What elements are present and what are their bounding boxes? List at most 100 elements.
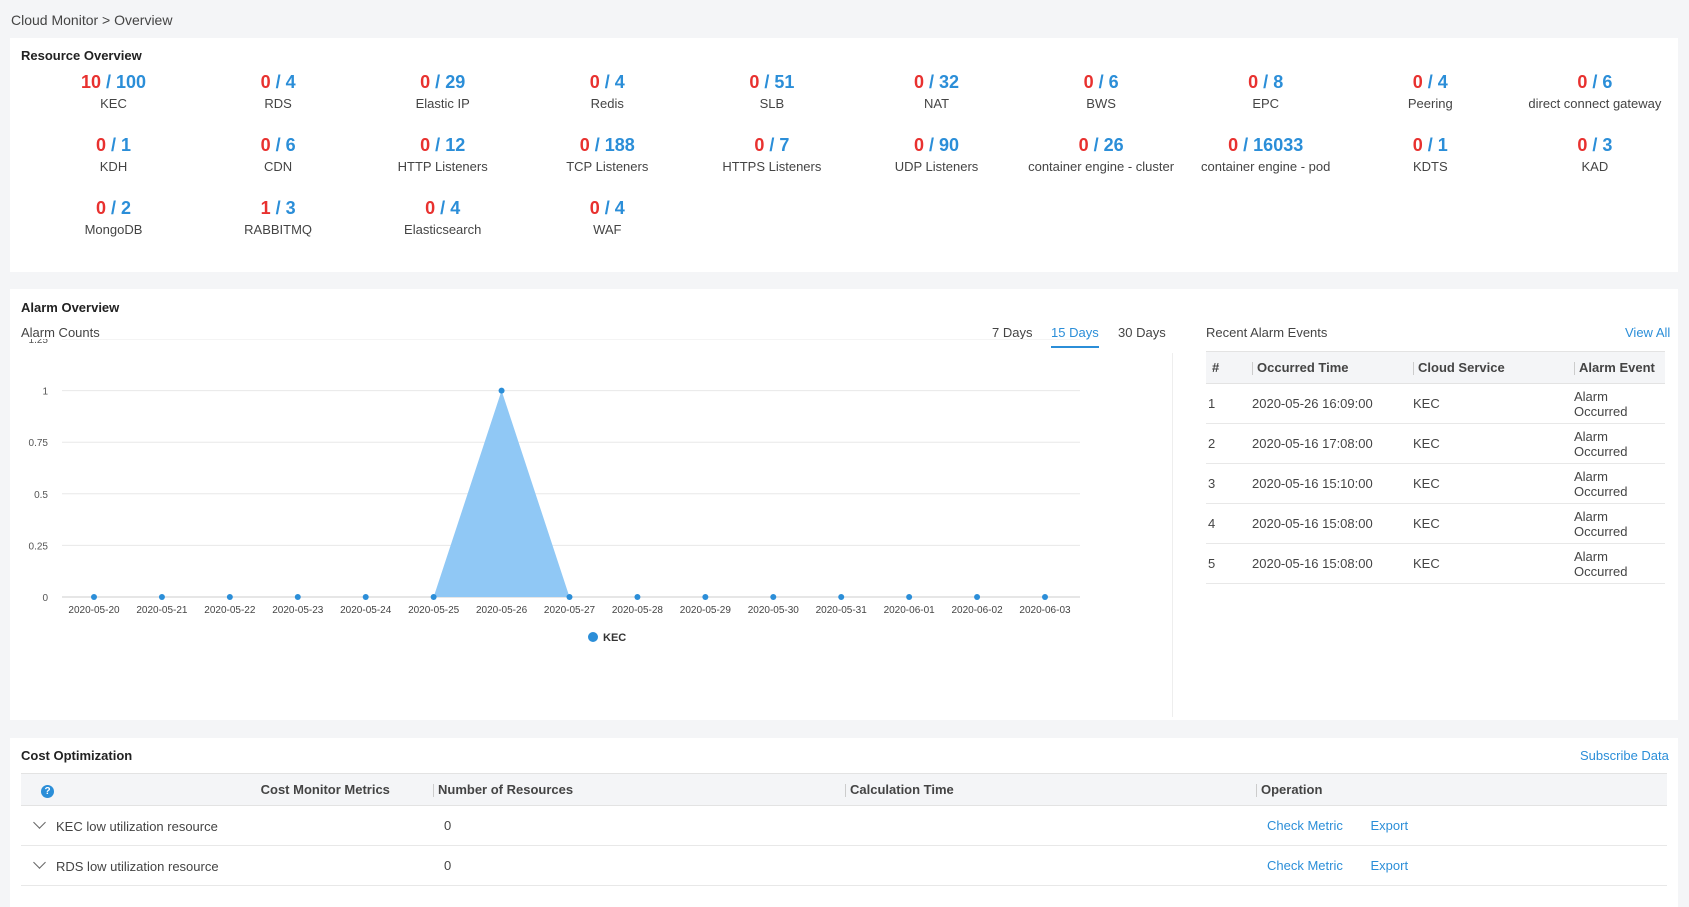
resource-total: 4 bbox=[285, 72, 296, 92]
export-link[interactable]: Export bbox=[1370, 858, 1409, 873]
resource-used: 0 bbox=[420, 72, 431, 92]
chart-divider bbox=[1172, 353, 1173, 717]
resource-name: NAT bbox=[923, 96, 950, 111]
resource-item[interactable]: 0 / 2 MongoDB bbox=[31, 197, 196, 239]
event-type: Alarm Occurred bbox=[1574, 463, 1665, 504]
resource-item[interactable]: 0 / 3 KAD bbox=[1512, 134, 1677, 176]
resource-item[interactable]: 0 / 1 KDH bbox=[31, 134, 196, 176]
chevron-down-icon[interactable] bbox=[33, 815, 46, 829]
tab-30-days[interactable]: 30 Days bbox=[1118, 325, 1166, 340]
resource-count: 0 / 6 bbox=[196, 134, 361, 156]
event-type: Alarm Occurred bbox=[1574, 543, 1665, 584]
data-point bbox=[566, 594, 573, 600]
x-tick-label: 2020-05-30 bbox=[748, 605, 800, 616]
resource-item[interactable]: 0 / 1 KDTS bbox=[1348, 134, 1513, 176]
recent-events-table: # Occurred Time Cloud Service Alarm Even… bbox=[1206, 351, 1665, 584]
resource-item[interactable]: 0 / 6 CDN bbox=[196, 134, 361, 176]
resource-total: 8 bbox=[1273, 72, 1284, 92]
check-metric-link[interactable]: Check Metric bbox=[1267, 818, 1343, 833]
resource-separator: / bbox=[1422, 135, 1438, 155]
x-tick-label: 2020-05-24 bbox=[340, 605, 392, 616]
col-calculation-time: Calculation Time bbox=[845, 773, 1256, 806]
resource-item[interactable]: 0 / 32 NAT bbox=[854, 71, 1019, 113]
resource-name: KDTS bbox=[1412, 159, 1448, 174]
resource-item[interactable]: 0 / 12 HTTP Listeners bbox=[360, 134, 525, 176]
alarm-counts-label: Alarm Counts bbox=[21, 325, 100, 340]
resource-separator: / bbox=[270, 198, 286, 218]
resource-item[interactable]: 0 / 29 Elastic IP bbox=[360, 71, 525, 113]
resource-used: 0 bbox=[425, 198, 436, 218]
tab-15-days[interactable]: 15 Days bbox=[1051, 325, 1099, 348]
resource-used: 0 bbox=[260, 135, 271, 155]
resource-count: 0 / 7 bbox=[689, 134, 854, 156]
resource-count: 0 / 6 bbox=[1512, 71, 1677, 93]
col-alarm-event: Alarm Event bbox=[1574, 351, 1665, 384]
data-point bbox=[974, 594, 981, 600]
resource-item[interactable]: 0 / 51 SLB bbox=[689, 71, 854, 113]
resource-used: 0 bbox=[913, 135, 924, 155]
resource-item[interactable]: 10 / 100 KEC bbox=[31, 71, 196, 113]
tab-7-days[interactable]: 7 Days bbox=[992, 325, 1033, 340]
event-service: KEC bbox=[1413, 503, 1574, 544]
resource-item[interactable]: 0 / 4 Peering bbox=[1348, 71, 1513, 113]
cost-table: ? Cost Monitor Metrics Number of Resourc… bbox=[21, 773, 1667, 886]
event-row[interactable]: 1 2020-05-26 16:09:00 KEC Alarm Occurred bbox=[1206, 383, 1665, 424]
event-no: 3 bbox=[1206, 463, 1252, 504]
event-row[interactable]: 3 2020-05-16 15:10:00 KEC Alarm Occurred bbox=[1206, 463, 1665, 504]
resource-count: 0 / 32 bbox=[854, 71, 1019, 93]
cost-operation-cell: Check Metric Export bbox=[1256, 845, 1667, 886]
resource-total: 6 bbox=[1602, 72, 1613, 92]
resource-used: 1 bbox=[260, 198, 271, 218]
resource-used: 0 bbox=[1078, 135, 1089, 155]
y-tick-label: 0 bbox=[42, 593, 48, 604]
resource-used: 0 bbox=[1412, 135, 1423, 155]
alarm-count-chart: 0 0.25 0.5 0.75 1 1.25 2020-05-20 2020-05-21 202… bbox=[29, 339, 1080, 644]
legend-marker bbox=[588, 632, 598, 642]
resource-item[interactable]: 0 / 8 EPC bbox=[1183, 71, 1348, 113]
resource-count: 0 / 4 bbox=[1348, 71, 1513, 93]
subscribe-data-link[interactable]: Subscribe Data bbox=[1580, 748, 1669, 763]
event-row[interactable]: 5 2020-05-16 15:08:00 KEC Alarm Occurred bbox=[1206, 543, 1665, 584]
help-icon[interactable]: ? bbox=[41, 784, 54, 798]
view-all-link[interactable]: View All bbox=[1625, 325, 1671, 340]
resource-item[interactable]: 0 / 188 TCP Listeners bbox=[525, 134, 690, 176]
check-metric-link[interactable]: Check Metric bbox=[1267, 858, 1343, 873]
resource-total: 3 bbox=[285, 198, 296, 218]
chevron-down-icon[interactable] bbox=[33, 855, 46, 869]
resource-item[interactable]: 0 / 4 Elasticsearch bbox=[360, 197, 525, 239]
resource-used: 0 bbox=[420, 135, 431, 155]
event-service: KEC bbox=[1413, 423, 1574, 464]
resource-used: 0 bbox=[1228, 135, 1239, 155]
resource-item[interactable]: 0 / 4 WAF bbox=[525, 197, 690, 239]
resource-item[interactable]: 0 / 16033 container engine - pod bbox=[1183, 134, 1348, 176]
resource-total: 51 bbox=[774, 72, 795, 92]
event-row[interactable]: 2 2020-05-16 17:08:00 KEC Alarm Occurred bbox=[1206, 423, 1665, 464]
resource-separator: / bbox=[599, 72, 615, 92]
resource-item[interactable]: 0 / 4 Redis bbox=[525, 71, 690, 113]
resource-item[interactable]: 1 / 3 RABBITMQ bbox=[196, 197, 361, 239]
resource-overview-panel: Resource Overview 10 / 100 KEC 0 / 4 RDS 0 /… bbox=[10, 38, 1678, 272]
resource-item[interactable]: 0 / 6 direct connect gateway bbox=[1512, 71, 1677, 113]
resource-item[interactable]: 0 / 90 UDP Listeners bbox=[854, 134, 1019, 176]
resource-item[interactable]: 0 / 6 BWS bbox=[1019, 71, 1184, 113]
resource-name: UDP Listeners bbox=[894, 159, 979, 174]
resource-item[interactable]: 0 / 26 container engine - cluster bbox=[1019, 134, 1184, 176]
resource-total: 3 bbox=[1602, 135, 1613, 155]
resource-used: 0 bbox=[754, 135, 765, 155]
event-time: 2020-05-16 15:08:00 bbox=[1252, 503, 1413, 544]
resource-item[interactable]: 0 / 7 HTTPS Listeners bbox=[689, 134, 854, 176]
export-link[interactable]: Export bbox=[1370, 818, 1409, 833]
event-service: KEC bbox=[1413, 383, 1574, 424]
x-tick-label: 2020-05-26 bbox=[476, 605, 528, 616]
resource-name: WAF bbox=[593, 222, 622, 237]
breadcrumb[interactable]: Cloud Monitor > Overview bbox=[11, 12, 173, 28]
x-tick-label: 2020-05-27 bbox=[544, 605, 596, 616]
resource-item[interactable]: 0 / 4 RDS bbox=[196, 71, 361, 113]
event-row[interactable]: 4 2020-05-16 15:08:00 KEC Alarm Occurred bbox=[1206, 503, 1665, 544]
data-point bbox=[91, 594, 97, 600]
col-cloud-service: Cloud Service bbox=[1413, 351, 1574, 384]
resource-count: 0 / 1 bbox=[1348, 134, 1513, 156]
resource-count: 0 / 188 bbox=[525, 134, 690, 156]
resource-separator: / bbox=[923, 72, 939, 92]
resource-total: 16033 bbox=[1253, 135, 1304, 155]
